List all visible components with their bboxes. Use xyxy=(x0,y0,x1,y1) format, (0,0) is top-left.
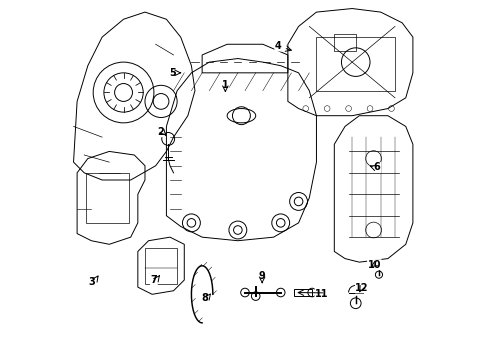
Text: 3: 3 xyxy=(89,277,96,287)
Text: 11: 11 xyxy=(315,289,329,298)
Bar xyxy=(334,33,356,51)
Text: 5: 5 xyxy=(170,68,176,78)
Bar xyxy=(317,37,395,91)
Text: 10: 10 xyxy=(368,260,381,270)
Text: 6: 6 xyxy=(374,162,381,172)
Bar xyxy=(294,289,312,296)
Text: 2: 2 xyxy=(158,127,165,137)
Text: 8: 8 xyxy=(201,293,208,303)
Bar xyxy=(145,248,177,284)
Text: 7: 7 xyxy=(150,275,157,285)
Text: 4: 4 xyxy=(275,41,282,51)
Text: 1: 1 xyxy=(222,80,229,90)
Bar xyxy=(86,173,129,223)
Text: 12: 12 xyxy=(355,283,369,293)
Text: 9: 9 xyxy=(259,271,266,282)
